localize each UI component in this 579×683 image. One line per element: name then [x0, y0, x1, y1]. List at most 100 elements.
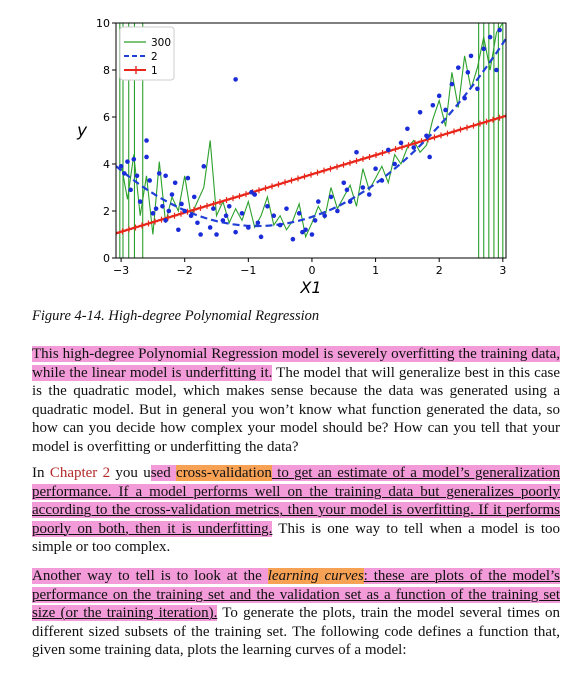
data-point-71 — [475, 86, 480, 92]
series-1-marker-12 — [191, 206, 197, 213]
series-1-marker-14 — [204, 202, 210, 209]
data-point-43 — [303, 227, 308, 233]
series-1-marker-57 — [483, 118, 490, 125]
series-1-marker-60 — [503, 112, 506, 119]
series-1-marker-16 — [217, 198, 223, 205]
data-point-47 — [322, 213, 327, 218]
series-1-marker-37 — [353, 157, 360, 164]
data-point-32 — [239, 211, 245, 216]
text-generalize: The model that will generalize best in t… — [32, 364, 560, 455]
data-point-82 — [465, 70, 471, 75]
data-point-0 — [118, 164, 124, 169]
series-1-marker-8 — [165, 214, 171, 221]
data-point-28 — [220, 218, 226, 223]
series-2-line — [116, 38, 506, 228]
data-point-7 — [144, 154, 149, 160]
series-1-marker-28 — [295, 175, 301, 182]
x-tick-label-6: 3 — [499, 264, 506, 277]
data-point-27 — [214, 232, 219, 237]
y-tick-label-1: 2 — [103, 205, 110, 218]
data-point-19 — [182, 208, 188, 214]
legend-label-1: 1 — [151, 65, 158, 77]
series-1-marker-18 — [230, 195, 236, 202]
data-point-60 — [405, 126, 410, 132]
data-point-9 — [150, 211, 156, 216]
data-point-73 — [487, 34, 493, 40]
series-1-marker-29 — [301, 173, 308, 180]
plot-frame — [115, 22, 507, 259]
paragraph-overfitting: This high-degree Polynomial Regression m… — [32, 345, 560, 457]
data-point-23 — [195, 220, 200, 226]
data-point-55 — [373, 166, 378, 171]
data-point-18 — [179, 201, 184, 207]
data-point-72 — [481, 46, 487, 52]
paragraph-cross-validation: In Chapter 2 you used cross-validation t… — [32, 464, 561, 557]
series-1-marker-34 — [334, 163, 340, 170]
series-1-marker-27 — [288, 177, 295, 184]
series-1-marker-19 — [236, 193, 243, 200]
data-point-11 — [156, 171, 162, 176]
data-point-42 — [296, 211, 302, 216]
text-you: you u — [110, 465, 151, 481]
data-point-20 — [185, 175, 191, 181]
text-in: In — [32, 465, 50, 481]
series-1-marker-23 — [262, 185, 269, 192]
series-1-marker-3 — [132, 224, 139, 231]
series-1-marker-45 — [405, 142, 412, 149]
data-point-34 — [252, 192, 257, 197]
data-point-51 — [347, 199, 353, 204]
data-point-5 — [134, 173, 140, 179]
data-point-39 — [277, 222, 283, 228]
data-point-77 — [144, 138, 149, 143]
series-1-marker-15 — [210, 200, 217, 207]
series-1-marker-17 — [223, 197, 230, 204]
data-point-16 — [172, 180, 178, 186]
figure-caption: Figure 4-14. High-degree Polynomial Regr… — [32, 308, 320, 324]
highlight-sed: sed — [150, 465, 177, 481]
series-1-marker-43 — [392, 146, 399, 153]
y-tick-label-5: 10 — [96, 17, 110, 30]
data-point-13 — [163, 218, 168, 223]
series-1-marker-50 — [438, 132, 444, 139]
data-point-44 — [309, 232, 315, 237]
data-point-25 — [207, 225, 213, 230]
highlight-cross-validation: cross-validation — [176, 465, 272, 481]
data-point-57 — [386, 147, 391, 153]
series-1-marker-38 — [360, 155, 366, 162]
data-point-58 — [392, 161, 397, 167]
series-1-marker-51 — [444, 130, 451, 137]
data-point-53 — [360, 185, 366, 190]
data-point-49 — [335, 208, 340, 214]
series-1-marker-35 — [340, 161, 347, 168]
data-point-12 — [160, 204, 165, 209]
x-tick-label-1: −2 — [177, 264, 193, 277]
series-1-marker-22 — [256, 187, 262, 194]
link-chapter-2[interactable]: Chapter 2 — [49, 465, 111, 481]
data-point-15 — [169, 192, 175, 197]
data-point-62 — [417, 110, 423, 115]
series-1-marker-13 — [197, 204, 204, 211]
x-tick-label-5: 2 — [436, 264, 443, 277]
text-generate-plots: To generate the plots, train the model s… — [32, 605, 560, 659]
y-tick-label-4: 8 — [103, 64, 110, 77]
data-point-24 — [201, 164, 207, 169]
x-tick-label-3: 0 — [308, 264, 315, 277]
data-point-74 — [494, 67, 499, 73]
data-point-64 — [430, 102, 436, 108]
x-tick-label-2: −1 — [240, 264, 256, 277]
series-1-marker-32 — [321, 167, 327, 174]
data-point-84 — [300, 229, 305, 235]
data-point-30 — [226, 204, 232, 209]
highlight-learning-curves: learning curves — [267, 568, 364, 584]
chart: −3 −2 −1 0 1 2 3 0 2 4 6 8 10 X1 y 300 2 1 — [76, 17, 507, 297]
data-point-68 — [455, 65, 461, 70]
data-point-29 — [223, 213, 229, 218]
data-point-2 — [125, 159, 130, 164]
data-point-81 — [427, 154, 432, 160]
series-1-marker-59 — [496, 114, 503, 121]
series-1-marker-36 — [347, 159, 353, 166]
data-point-54 — [366, 192, 372, 197]
series-1-marker-56 — [477, 120, 483, 127]
data-point-80 — [344, 187, 350, 193]
series-1-marker-39 — [366, 153, 373, 160]
